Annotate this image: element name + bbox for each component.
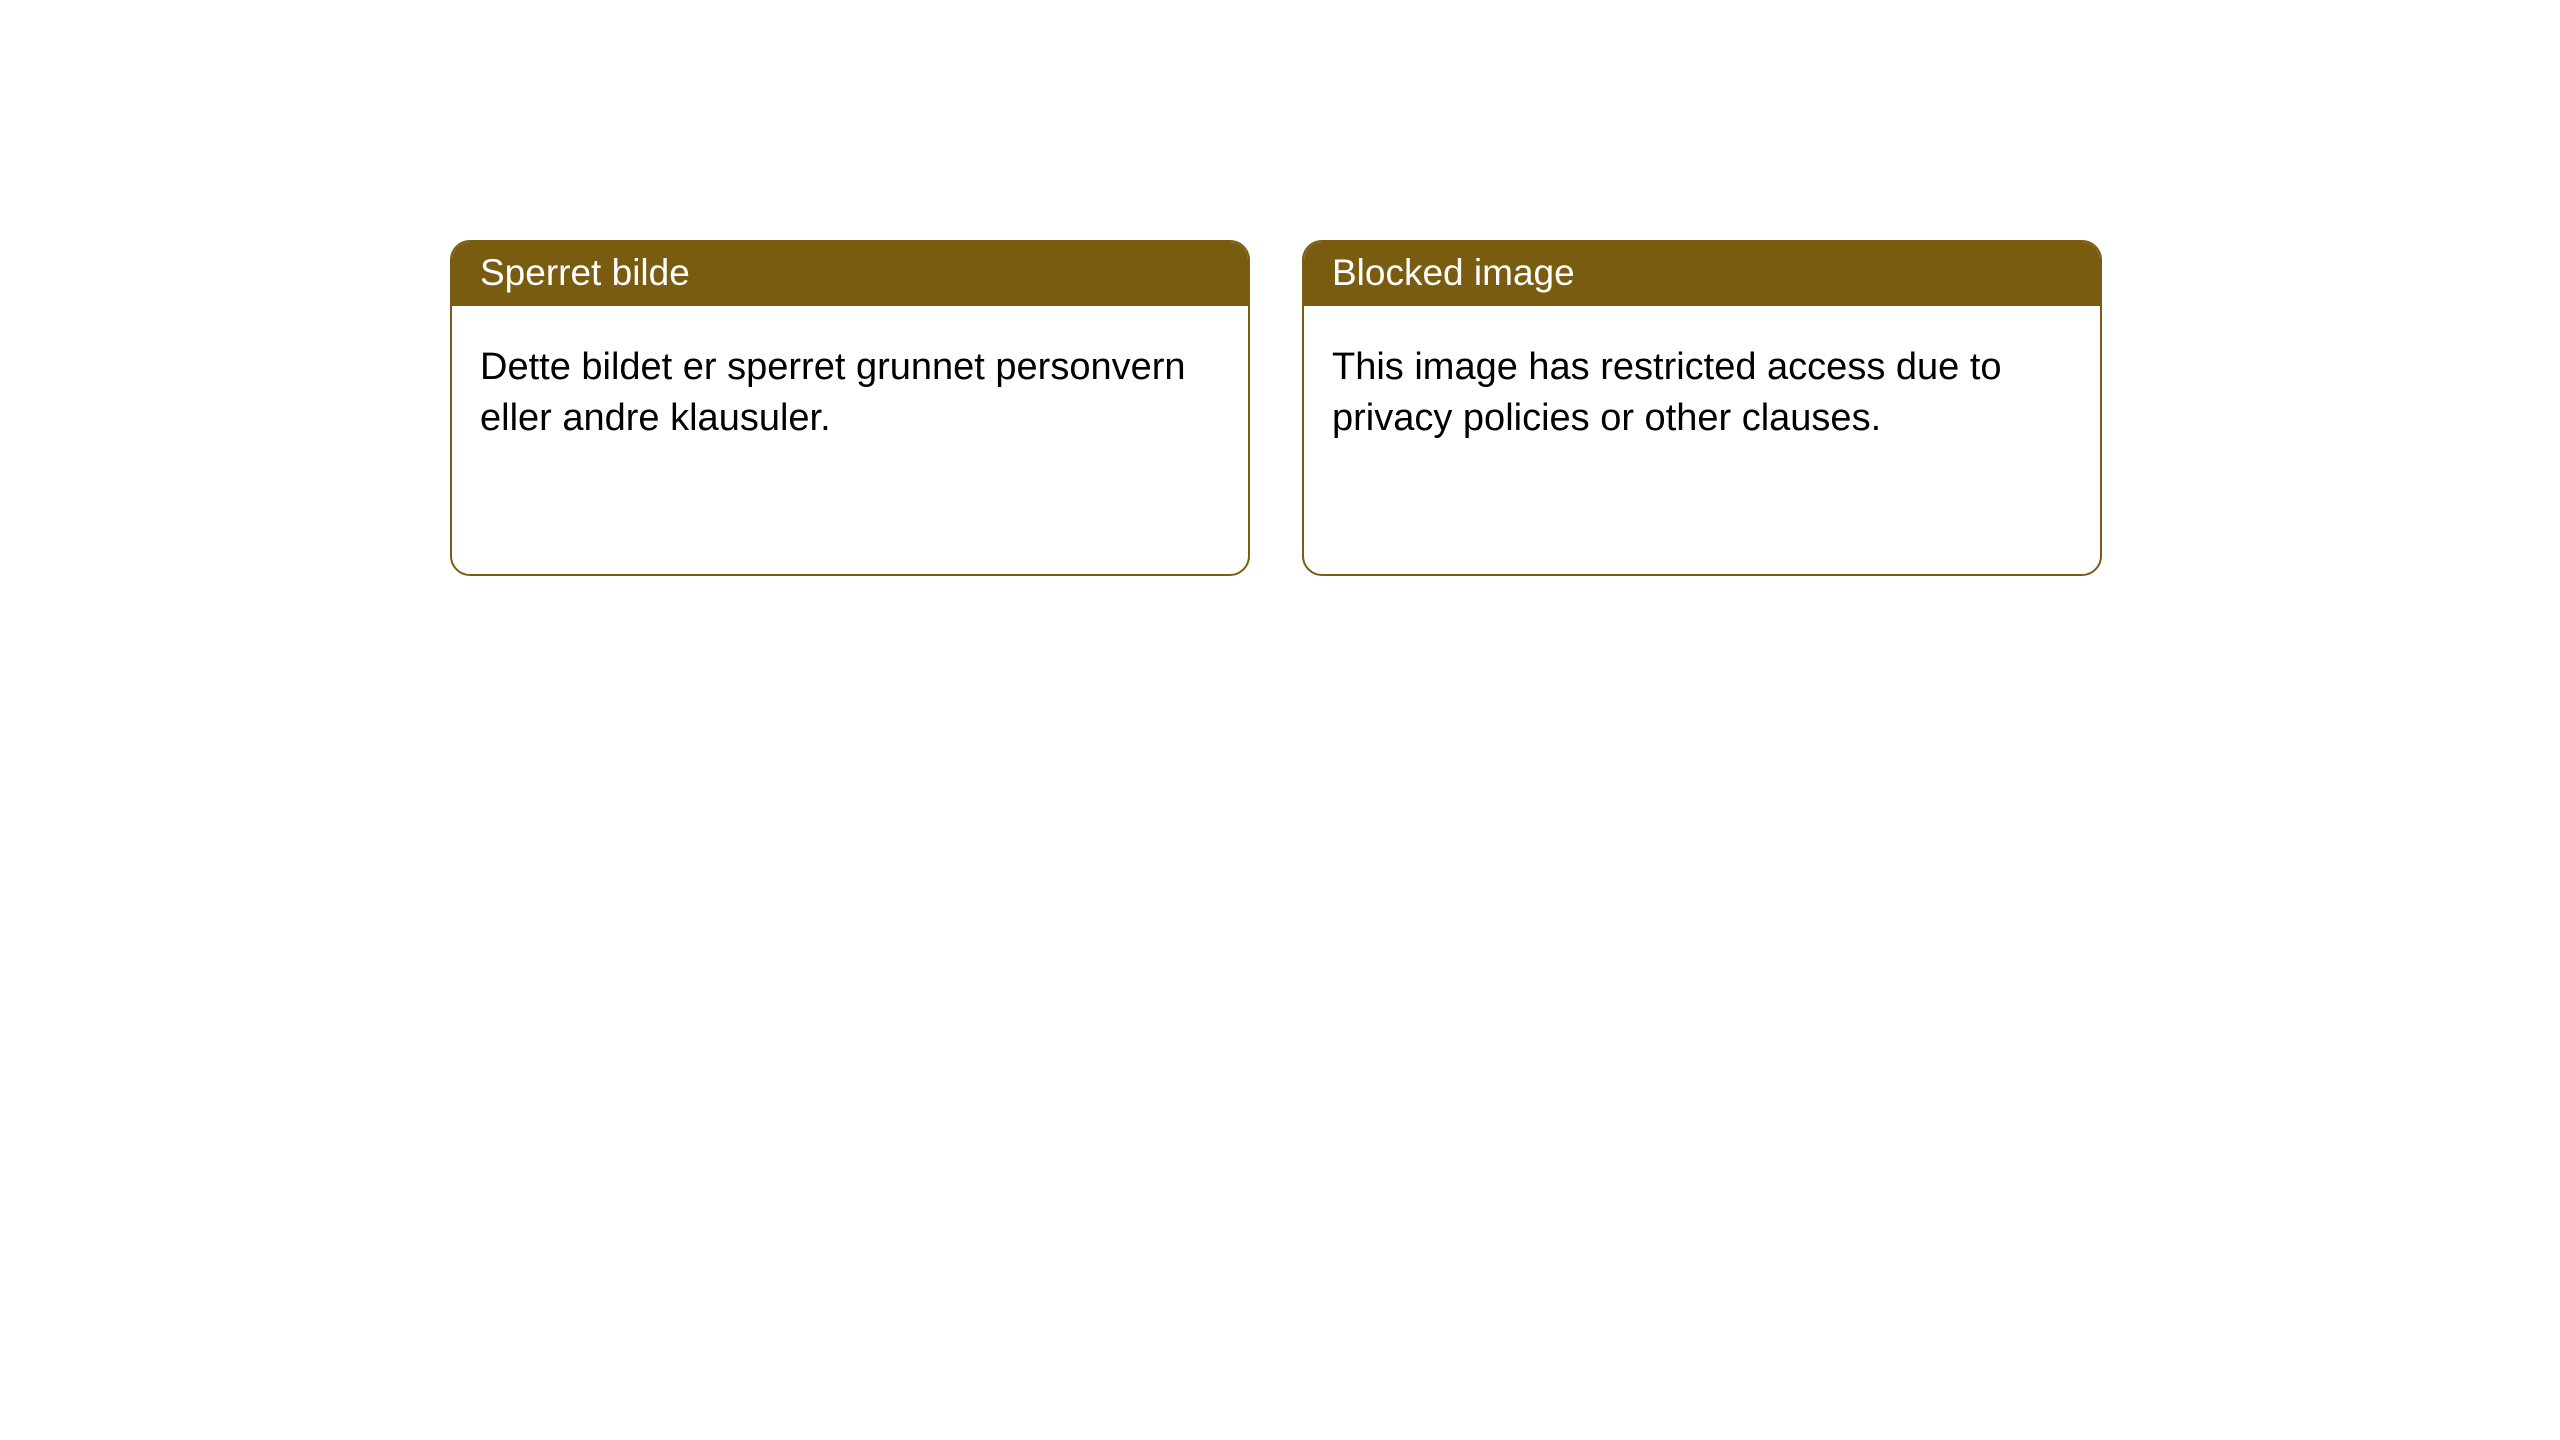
notice-card-norwegian: Sperret bilde Dette bildet er sperret gr… (450, 240, 1250, 576)
notice-cards-container: Sperret bilde Dette bildet er sperret gr… (0, 0, 2560, 576)
notice-body: Dette bildet er sperret grunnet personve… (452, 306, 1248, 481)
notice-body: This image has restricted access due to … (1304, 306, 2100, 481)
notice-header: Sperret bilde (452, 242, 1248, 306)
notice-header: Blocked image (1304, 242, 2100, 306)
notice-card-english: Blocked image This image has restricted … (1302, 240, 2102, 576)
